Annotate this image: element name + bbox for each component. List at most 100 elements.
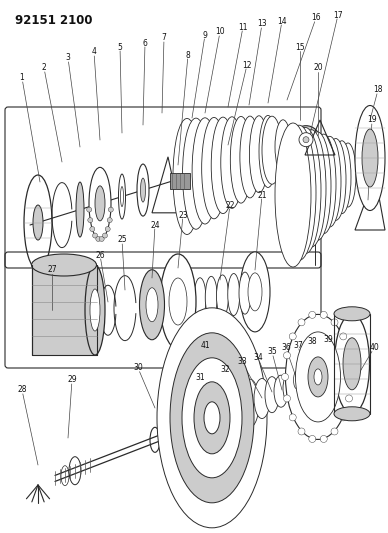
- Text: 14: 14: [277, 17, 287, 26]
- Ellipse shape: [308, 357, 328, 397]
- Text: 26: 26: [95, 251, 105, 260]
- Text: 36: 36: [281, 343, 291, 352]
- Ellipse shape: [169, 278, 187, 325]
- Ellipse shape: [343, 338, 361, 390]
- Circle shape: [99, 237, 104, 241]
- Text: 1: 1: [20, 74, 24, 83]
- Text: 32: 32: [220, 366, 230, 375]
- Ellipse shape: [293, 371, 300, 389]
- Ellipse shape: [334, 307, 370, 321]
- Text: 28: 28: [17, 385, 27, 394]
- Text: 10: 10: [215, 28, 225, 36]
- Text: 3: 3: [66, 53, 71, 62]
- Ellipse shape: [95, 186, 105, 221]
- Circle shape: [292, 126, 320, 154]
- Ellipse shape: [355, 106, 385, 211]
- Circle shape: [102, 233, 107, 238]
- Ellipse shape: [340, 414, 347, 421]
- Ellipse shape: [85, 265, 105, 355]
- Ellipse shape: [283, 374, 295, 402]
- Text: 21: 21: [257, 190, 267, 199]
- Ellipse shape: [137, 164, 149, 216]
- Ellipse shape: [289, 333, 296, 340]
- Ellipse shape: [340, 333, 347, 340]
- Text: 15: 15: [295, 43, 305, 52]
- Ellipse shape: [249, 116, 268, 192]
- Ellipse shape: [282, 125, 316, 260]
- Ellipse shape: [265, 377, 279, 413]
- Text: 9: 9: [203, 30, 208, 39]
- Text: 13: 13: [257, 20, 267, 28]
- Ellipse shape: [286, 314, 350, 439]
- Ellipse shape: [331, 319, 338, 326]
- Ellipse shape: [170, 333, 254, 503]
- Circle shape: [93, 233, 97, 238]
- Circle shape: [299, 133, 313, 147]
- Ellipse shape: [314, 369, 322, 385]
- Text: 25: 25: [117, 236, 127, 245]
- Ellipse shape: [90, 289, 100, 331]
- Text: 41: 41: [200, 341, 210, 350]
- Ellipse shape: [202, 117, 226, 219]
- Ellipse shape: [182, 358, 242, 478]
- Ellipse shape: [333, 141, 351, 214]
- Ellipse shape: [284, 395, 291, 402]
- Ellipse shape: [309, 311, 316, 318]
- Ellipse shape: [217, 275, 229, 317]
- Text: 6: 6: [142, 38, 147, 47]
- Text: 33: 33: [237, 358, 247, 367]
- Ellipse shape: [183, 118, 210, 229]
- Ellipse shape: [192, 118, 218, 224]
- Text: 40: 40: [369, 343, 379, 352]
- Text: 20: 20: [313, 63, 323, 72]
- Ellipse shape: [221, 117, 243, 208]
- Ellipse shape: [320, 435, 327, 442]
- Text: 4: 4: [92, 47, 97, 56]
- Text: 18: 18: [373, 85, 383, 94]
- Circle shape: [303, 136, 309, 143]
- Ellipse shape: [301, 368, 308, 386]
- Text: 12: 12: [242, 61, 252, 69]
- Text: 23: 23: [178, 211, 188, 220]
- Ellipse shape: [121, 187, 123, 207]
- Ellipse shape: [318, 136, 341, 227]
- Ellipse shape: [194, 278, 206, 320]
- Ellipse shape: [340, 143, 356, 207]
- Ellipse shape: [274, 375, 288, 407]
- Ellipse shape: [254, 378, 270, 418]
- Ellipse shape: [118, 174, 125, 219]
- Ellipse shape: [345, 395, 353, 402]
- Text: 38: 38: [307, 337, 317, 346]
- Ellipse shape: [287, 124, 299, 164]
- Bar: [32, 265, 97, 355]
- Circle shape: [96, 237, 101, 241]
- Ellipse shape: [309, 435, 316, 442]
- Ellipse shape: [259, 116, 277, 188]
- Ellipse shape: [31, 254, 97, 276]
- Text: 30: 30: [133, 364, 143, 373]
- Circle shape: [87, 207, 92, 212]
- Ellipse shape: [362, 129, 378, 187]
- Ellipse shape: [173, 118, 201, 235]
- Ellipse shape: [275, 120, 291, 174]
- Ellipse shape: [284, 352, 291, 359]
- Text: 17: 17: [333, 11, 343, 20]
- Ellipse shape: [230, 116, 252, 203]
- Ellipse shape: [334, 314, 369, 414]
- Ellipse shape: [289, 414, 296, 421]
- Ellipse shape: [308, 365, 315, 383]
- Ellipse shape: [304, 132, 331, 240]
- Ellipse shape: [140, 270, 165, 340]
- Text: 22: 22: [225, 200, 235, 209]
- Ellipse shape: [296, 332, 341, 422]
- Text: 31: 31: [195, 374, 205, 383]
- Ellipse shape: [76, 182, 84, 237]
- Circle shape: [107, 217, 112, 223]
- Ellipse shape: [289, 127, 321, 254]
- Text: 19: 19: [367, 116, 377, 125]
- Ellipse shape: [317, 362, 324, 380]
- Text: 92151 2100: 92151 2100: [15, 14, 92, 27]
- Ellipse shape: [33, 205, 43, 240]
- Ellipse shape: [331, 428, 338, 435]
- Ellipse shape: [248, 273, 262, 311]
